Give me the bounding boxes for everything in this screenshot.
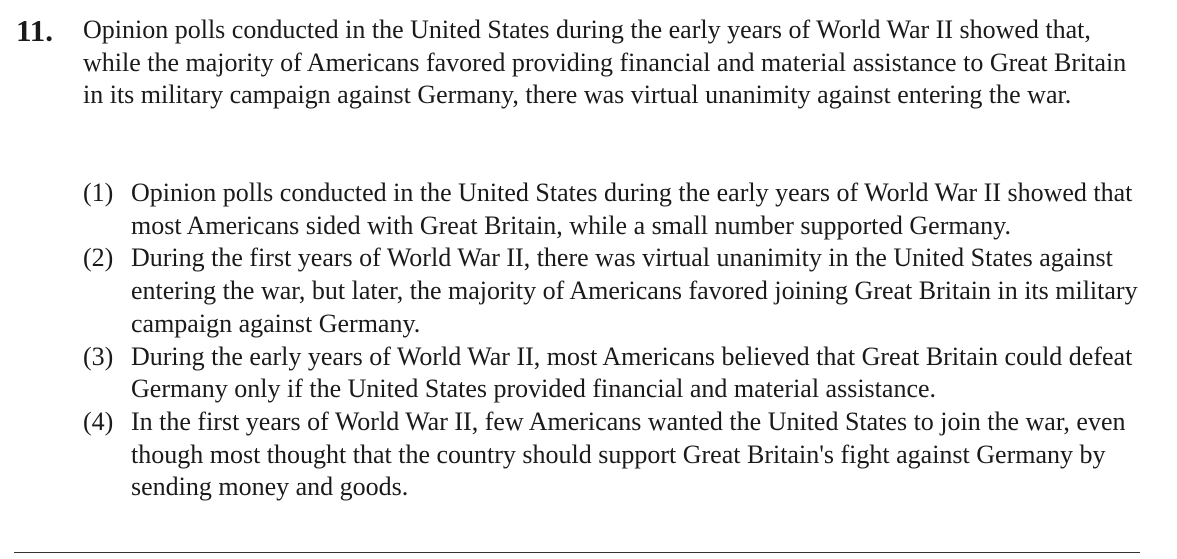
- option-text: In the first years of World War II, few …: [131, 406, 1153, 504]
- option-number: (1): [83, 177, 113, 210]
- answer-option-2[interactable]: (2) During the first years of World War …: [83, 242, 1153, 340]
- question-number: 11.: [16, 14, 53, 47]
- answer-options: (1) Opinion polls conducted in the Unite…: [83, 177, 1153, 504]
- option-text: During the first years of World War II, …: [131, 242, 1153, 340]
- option-text: During the early years of World War II, …: [131, 341, 1153, 406]
- answer-option-4[interactable]: (4) In the first years of World War II, …: [83, 406, 1153, 504]
- question-stem: Opinion polls conducted in the United St…: [83, 14, 1143, 112]
- option-number: (2): [83, 242, 113, 275]
- option-number: (3): [83, 341, 113, 374]
- divider-line: [14, 552, 1140, 553]
- answer-option-1[interactable]: (1) Opinion polls conducted in the Unite…: [83, 177, 1153, 242]
- option-text: Opinion polls conducted in the United St…: [131, 177, 1153, 242]
- answer-option-3[interactable]: (3) During the early years of World War …: [83, 341, 1153, 406]
- option-number: (4): [83, 406, 113, 439]
